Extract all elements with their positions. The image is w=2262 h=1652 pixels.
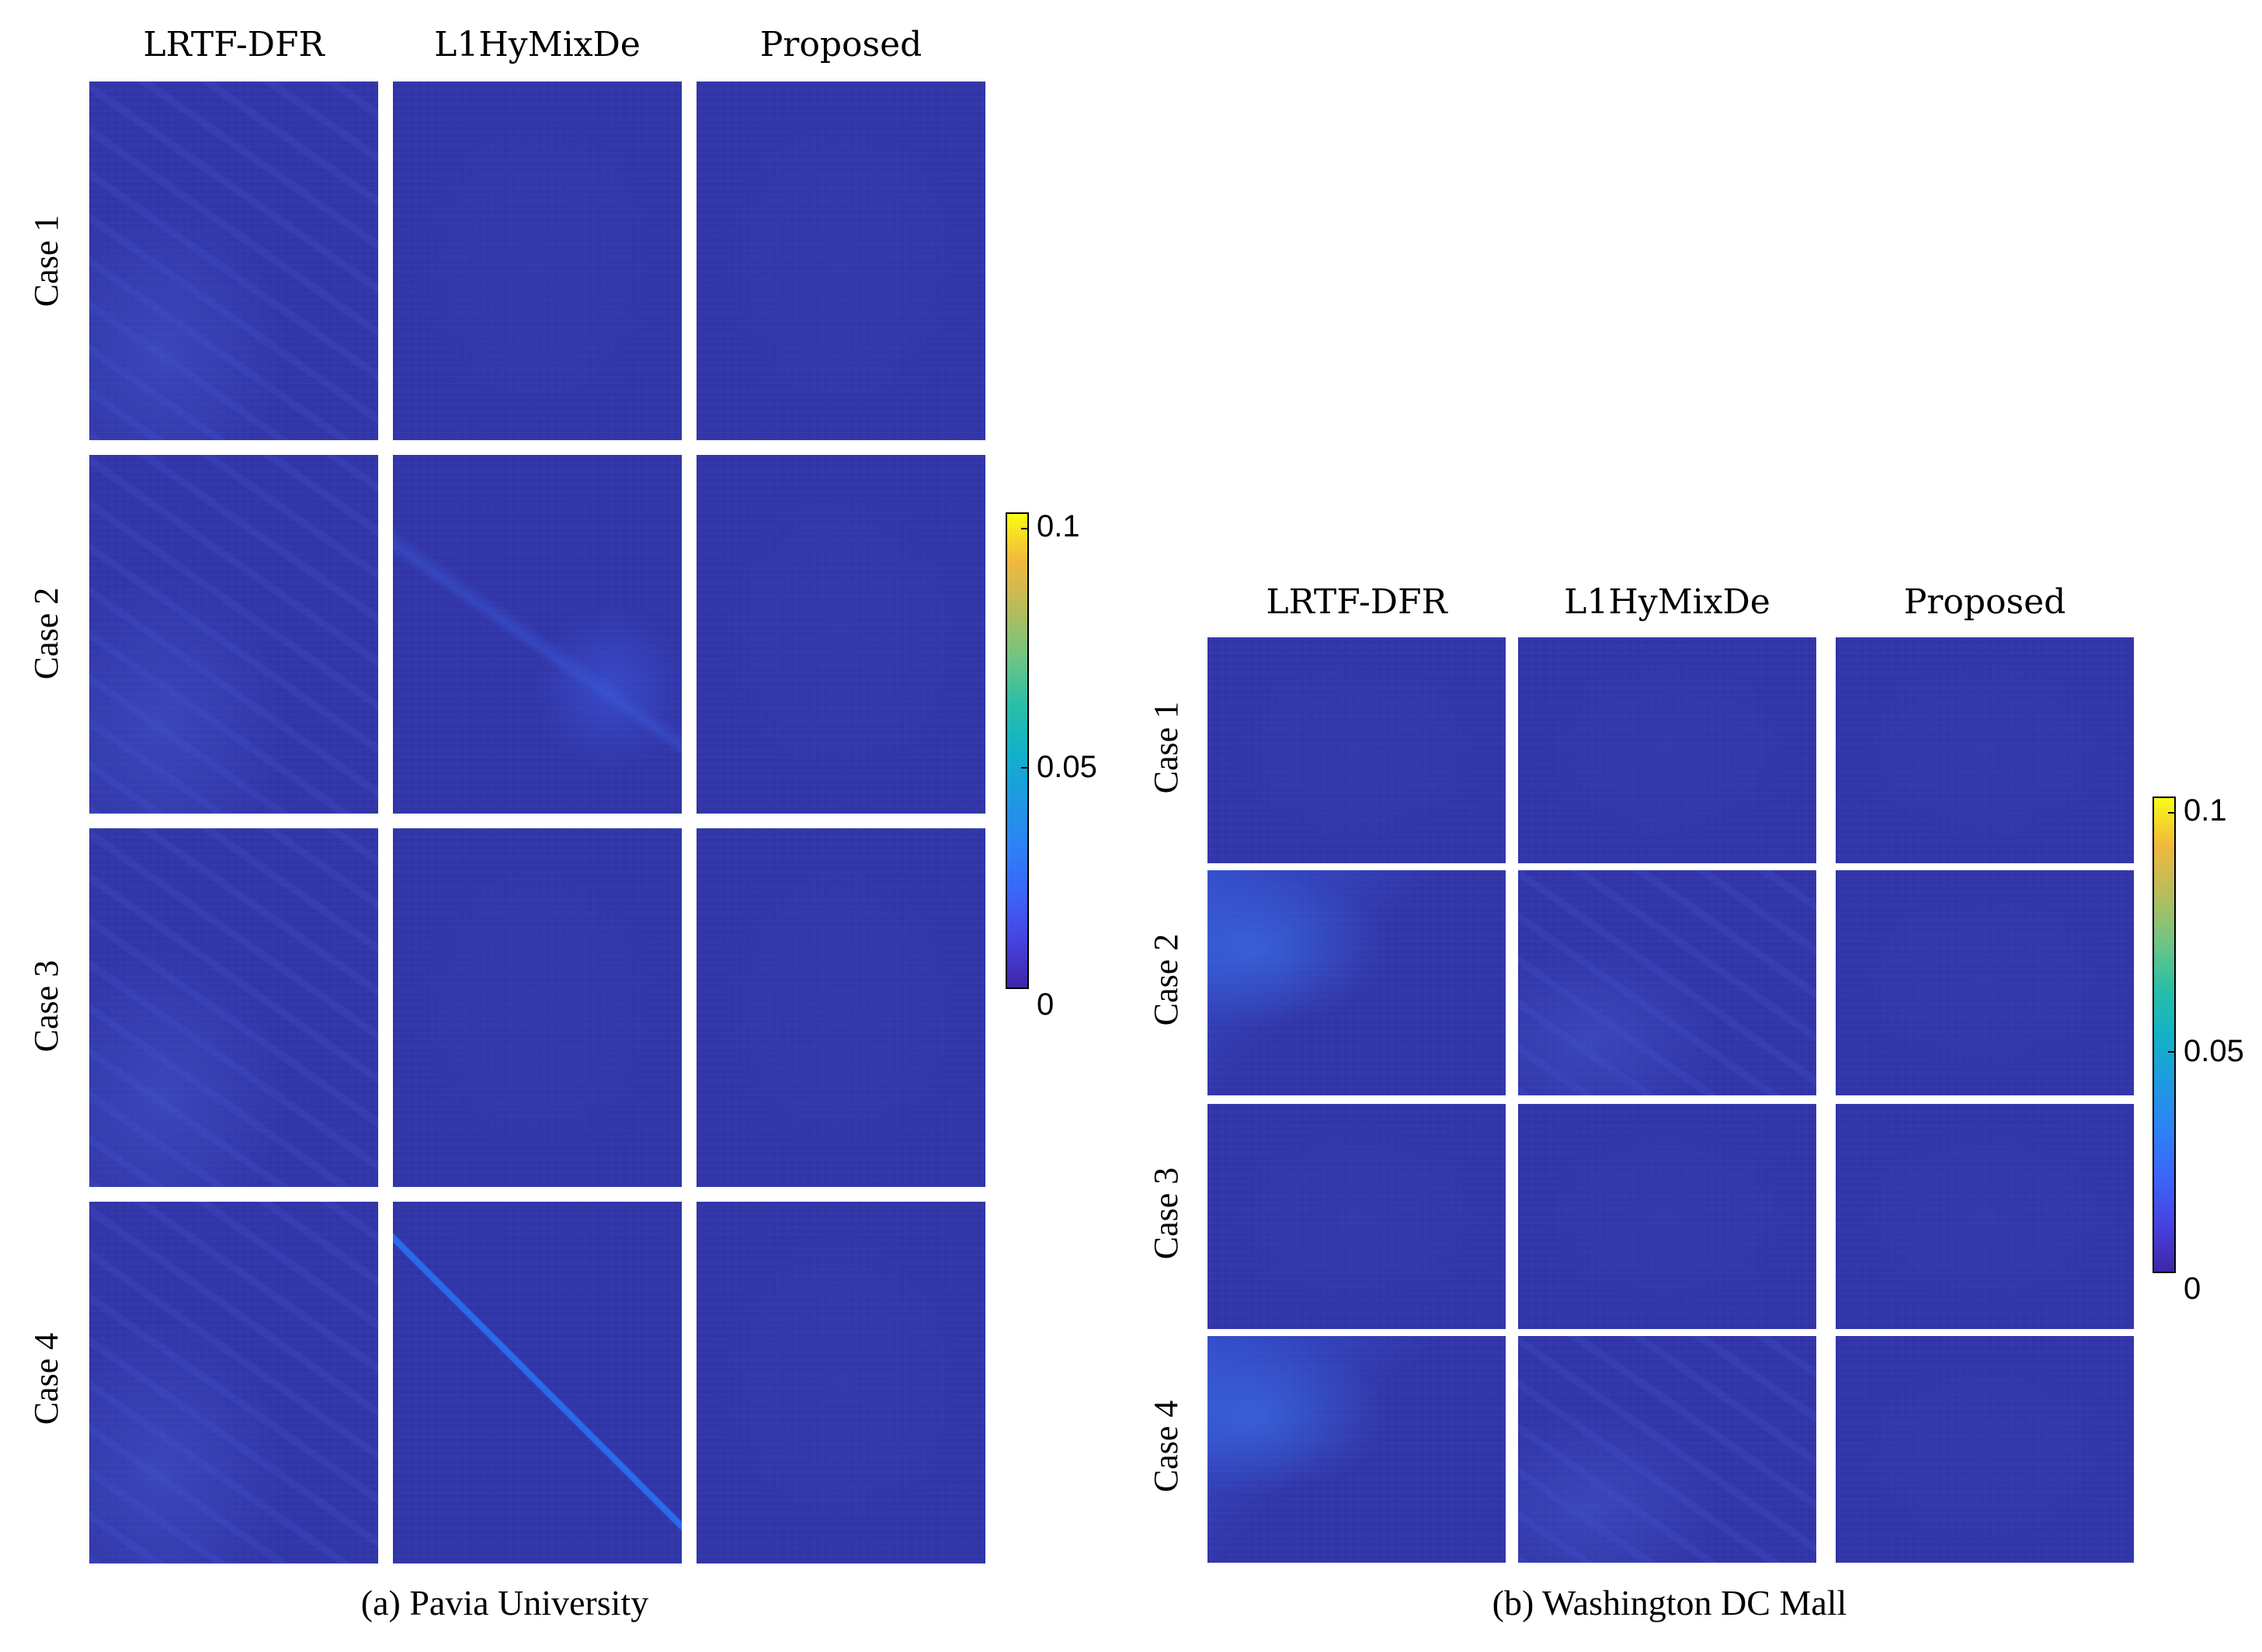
error-map-pavia-case4-lrtf-dfr <box>89 1202 378 1564</box>
error-map-pavia-case4-l1hymixde <box>393 1202 682 1564</box>
error-map-dc-case3-l1hymixde <box>1518 1104 1816 1329</box>
error-map-pavia-case1-proposed <box>697 82 985 440</box>
error-map-pavia-case1-l1hymixde <box>393 82 682 440</box>
row-header-case-1: Case 1 <box>1147 701 1185 794</box>
error-map-dc-case2-lrtf-dfr <box>1207 870 1506 1095</box>
column-header-lrtf-dfr: LRTF-DFR <box>143 25 325 64</box>
error-map-pavia-case2-proposed <box>697 455 985 814</box>
error-map-pavia-case2-l1hymixde <box>393 455 682 814</box>
error-map-dc-case2-proposed <box>1836 870 2134 1095</box>
row-header-case-4: Case 4 <box>1147 1400 1185 1493</box>
row-header-case-4: Case 4 <box>27 1332 65 1425</box>
column-header-proposed: Proposed <box>1903 582 2066 622</box>
row-header-case-3: Case 3 <box>1147 1167 1185 1260</box>
error-map-pavia-case3-lrtf-dfr <box>89 828 378 1187</box>
caption-washington-dc-mall: (b) Washington DC Mall <box>1492 1583 1847 1622</box>
error-map-pavia-case3-proposed <box>697 828 985 1187</box>
colorbar-dc-label-max: 0.1 <box>2184 793 2227 828</box>
row-header-case-1: Case 1 <box>27 214 65 307</box>
error-map-dc-case1-proposed <box>1836 637 2134 863</box>
error-map-dc-case1-lrtf-dfr <box>1207 637 1506 863</box>
colorbar-pavia-label-min: 0 <box>1037 987 1055 1022</box>
colorbar-pavia <box>1006 512 1029 989</box>
error-map-dc-case1-l1hymixde <box>1518 637 1816 863</box>
column-header-l1hymixde: L1HyMixDe <box>1564 582 1770 622</box>
row-header-case-2: Case 2 <box>1147 933 1185 1026</box>
error-map-dc-case4-lrtf-dfr <box>1207 1336 1506 1563</box>
error-map-dc-case4-l1hymixde <box>1518 1336 1816 1563</box>
column-header-proposed: Proposed <box>759 25 923 64</box>
error-map-pavia-case2-lrtf-dfr <box>89 455 378 814</box>
error-map-pavia-case1-lrtf-dfr <box>89 82 378 440</box>
row-header-case-2: Case 2 <box>27 587 65 680</box>
colorbar-dc-tick-mid <box>2168 1051 2174 1053</box>
error-map-dc-case2-l1hymixde <box>1518 870 1816 1095</box>
colorbar-pavia-tick-top <box>1021 528 1027 529</box>
colorbar-pavia-tick-mid <box>1021 767 1027 769</box>
error-map-dc-case3-lrtf-dfr <box>1207 1104 1506 1329</box>
error-map-dc-case4-proposed <box>1836 1336 2134 1563</box>
row-header-case-3: Case 3 <box>27 960 65 1053</box>
colorbar-pavia-label-max: 0.1 <box>1037 509 1080 543</box>
colorbar-dc-label-mid: 0.05 <box>2184 1034 2244 1068</box>
caption-pavia-university: (a) Pavia University <box>360 1583 649 1622</box>
colorbar-pavia-label-mid: 0.05 <box>1037 750 1097 784</box>
column-header-lrtf-dfr: LRTF-DFR <box>1266 582 1447 622</box>
error-map-pavia-case4-proposed <box>697 1202 985 1564</box>
colorbar-dc <box>2153 796 2176 1273</box>
colorbar-dc-tick-top <box>2168 812 2174 814</box>
error-map-pavia-case3-l1hymixde <box>393 828 682 1187</box>
error-map-dc-case3-proposed <box>1836 1104 2134 1329</box>
column-header-l1hymixde: L1HyMixDe <box>434 25 641 64</box>
colorbar-dc-label-min: 0 <box>2184 1272 2201 1306</box>
